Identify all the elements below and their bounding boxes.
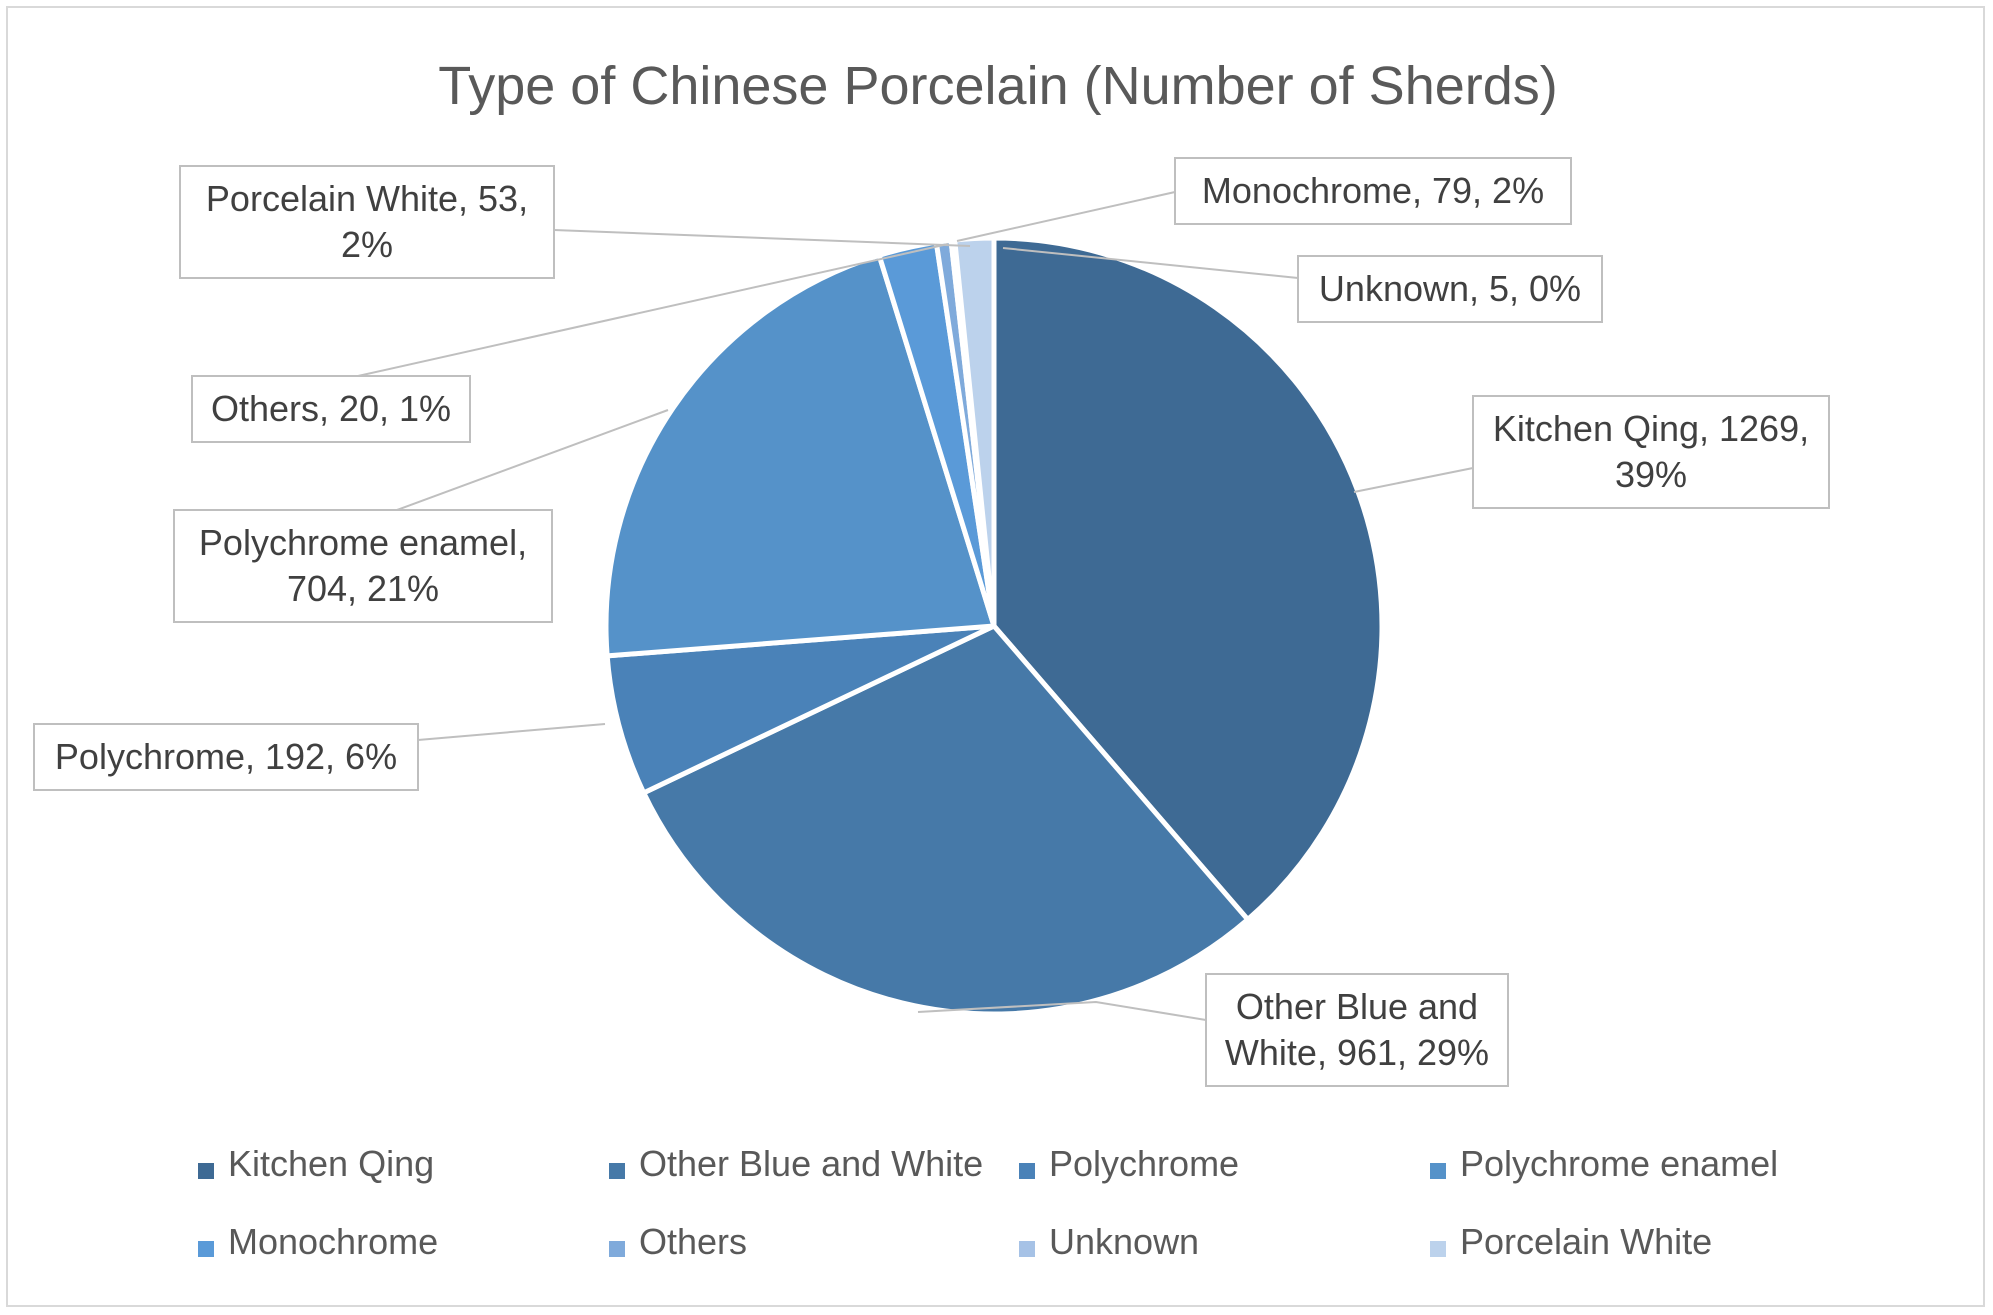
data-label-text: White, 961, 29% xyxy=(1225,1032,1489,1073)
legend-item-kitchen-qing: Kitchen Qing xyxy=(198,1143,434,1184)
legend-swatch xyxy=(1430,1241,1446,1257)
data-label-text: Kitchen Qing, 1269, xyxy=(1493,408,1809,449)
legend-item-monochrome: Monochrome xyxy=(198,1221,438,1262)
data-callouts: Kitchen Qing, 1269, 39% Other Blue and Whit… xyxy=(33,157,1830,1087)
data-label-text: Porcelain White, 53, xyxy=(206,178,528,219)
data-label-text: Polychrome, 192, 6% xyxy=(55,736,397,777)
legend-item-polychrome: Polychrome xyxy=(1019,1143,1239,1184)
data-label-box xyxy=(1205,973,1509,1087)
data-label-box xyxy=(179,165,555,279)
data-label-text: Monochrome, 79, 2% xyxy=(1202,170,1544,211)
legend-label: Unknown xyxy=(1049,1221,1199,1262)
legend-label: Polychrome enamel xyxy=(1460,1143,1778,1184)
legend-swatch xyxy=(1019,1241,1035,1257)
data-label-text: Polychrome enamel, xyxy=(199,522,527,563)
legend-item-polychrome-enamel: Polychrome enamel xyxy=(1430,1143,1778,1184)
data-label-text: Other Blue and xyxy=(1236,986,1478,1027)
leader-line-porcelain-white xyxy=(553,229,971,247)
legend-item-others: Others xyxy=(609,1221,747,1262)
data-label-polychrome: Polychrome, 192, 6% xyxy=(33,723,419,791)
data-label-text: 2% xyxy=(341,224,393,265)
data-label-polychrome-enamel: Polychrome enamel, 704, 21% xyxy=(173,509,553,623)
pie-slice-polychrome xyxy=(604,623,997,796)
data-label-text: 704, 21% xyxy=(287,568,439,609)
leader-line-unknown xyxy=(1002,247,1299,279)
data-label-porcelain-white: Porcelain White, 53, 2% xyxy=(179,165,555,279)
pie-chart: Type of Chinese Porcelain (Number of She… xyxy=(33,56,1830,1262)
data-label-box xyxy=(33,723,419,791)
data-label-other-blue-and-white: Other Blue and White, 961, 29% xyxy=(1205,973,1509,1087)
legend-label: Monochrome xyxy=(228,1221,438,1262)
legend-label: Polychrome xyxy=(1049,1143,1239,1184)
data-label-others: Others, 20, 1% xyxy=(191,375,471,443)
pie-slice-porcelain-white xyxy=(952,235,997,629)
data-label-box xyxy=(191,375,471,443)
data-label-text: 39% xyxy=(1615,454,1687,495)
legend-item-unknown: Unknown xyxy=(1019,1221,1199,1262)
legend-swatch xyxy=(198,1241,214,1257)
legend-label: Others xyxy=(639,1221,747,1262)
legend-label: Kitchen Qing xyxy=(228,1143,434,1184)
chart-title: Type of Chinese Porcelain (Number of She… xyxy=(438,56,1558,116)
legend-label: Porcelain White xyxy=(1460,1221,1712,1262)
pie-slices xyxy=(603,235,1385,1017)
pie-slice-polychrome-enamel xyxy=(603,252,997,659)
data-label-unknown: Unknown, 5, 0% xyxy=(1297,255,1603,323)
data-label-box xyxy=(173,509,553,623)
legend-item-porcelain-white: Porcelain White xyxy=(1430,1221,1712,1262)
chart-frame: Type of Chinese Porcelain (Number of She… xyxy=(6,6,1985,1307)
data-label-monochrome: Monochrome, 79, 2% xyxy=(1174,157,1572,225)
legend: Kitchen Qing Other Blue and White Polychro… xyxy=(198,1143,1778,1262)
legend-swatch xyxy=(609,1241,625,1257)
legend-swatch xyxy=(1430,1163,1446,1179)
leader-lines xyxy=(357,191,1474,1021)
leader-line-monochrome xyxy=(956,191,1176,242)
data-label-text: Others, 20, 1% xyxy=(211,388,451,429)
legend-label: Other Blue and White xyxy=(639,1143,983,1184)
leader-line-others xyxy=(357,243,949,377)
leader-line-kitchen-qing xyxy=(1353,467,1474,493)
legend-swatch xyxy=(1019,1163,1035,1179)
data-label-kitchen-qing: Kitchen Qing, 1269, 39% xyxy=(1472,395,1830,509)
data-label-text: Unknown, 5, 0% xyxy=(1319,268,1581,309)
data-label-box xyxy=(1297,255,1603,323)
data-label-box xyxy=(1174,157,1572,225)
leader-line-polychrome-enamel xyxy=(396,409,669,511)
leader-line-polychrome xyxy=(417,723,606,741)
legend-item-other-blue-and-white: Other Blue and White xyxy=(609,1143,983,1184)
legend-swatch xyxy=(198,1163,214,1179)
legend-swatch xyxy=(609,1163,625,1179)
leader-line-other-blue-and-white xyxy=(917,1000,1207,1021)
data-label-box xyxy=(1472,395,1830,509)
